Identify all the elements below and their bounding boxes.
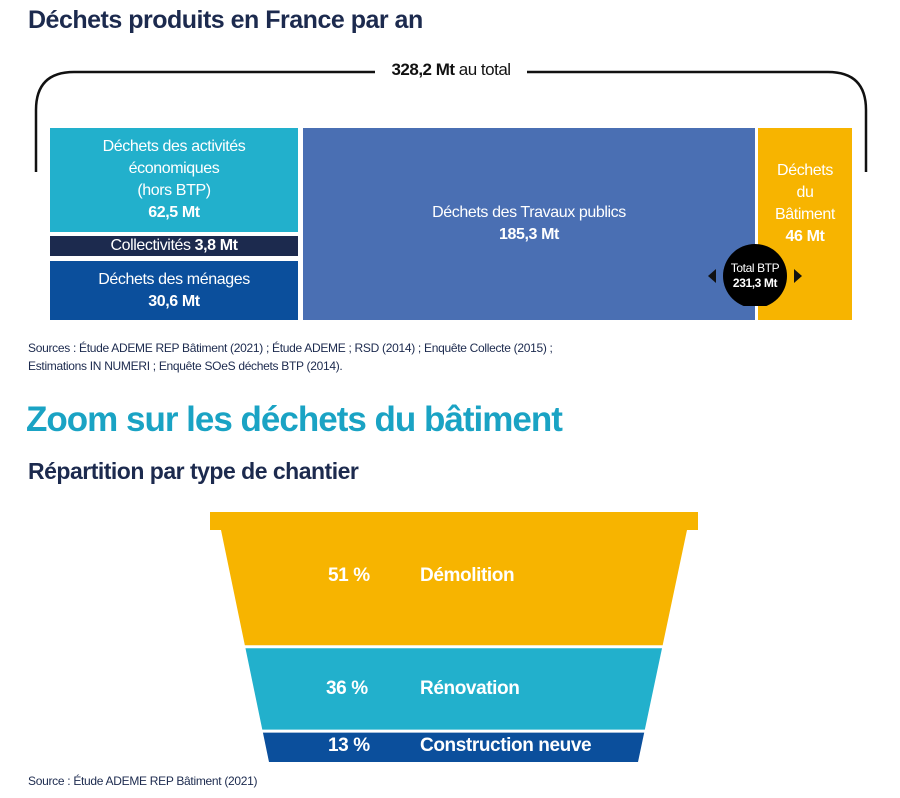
label-renovation: Rénovation xyxy=(420,678,520,699)
block-label: Bâtiment xyxy=(775,206,835,223)
brace-line xyxy=(34,70,868,172)
block-value: 185,3 Mt xyxy=(499,226,559,243)
label-new-construction: Construction neuve xyxy=(420,735,592,756)
block-value: 3,8 Mt xyxy=(194,237,238,254)
total-label: 328,2 Mt au total xyxy=(375,60,527,80)
block-economic-activities: Déchets des activités économiques (hors … xyxy=(50,128,298,232)
total-value: 328,2 Mt xyxy=(391,60,455,79)
block-households: Déchets des ménages 30,6 Mt xyxy=(50,261,298,320)
arrow-right-icon xyxy=(794,269,802,283)
sources-line: Estimations IN NUMERI ; Enquête SOeS déc… xyxy=(28,359,343,373)
subtitle-by-site-type: Répartition par type de chantier xyxy=(28,458,359,484)
label-demolition: Démolition xyxy=(420,565,515,586)
block-label: (hors BTP) xyxy=(137,182,211,199)
block-public-works: Déchets des Travaux publics 185,3 Mt xyxy=(303,128,755,320)
total-btp-badge: Total BTP 231,3 Mt xyxy=(725,258,785,294)
title-waste-france: Déchets produits en France par an xyxy=(28,6,423,34)
value-demolition: 51 % xyxy=(328,565,370,586)
sources-line: Sources : Étude ADEME REP Bâtiment (2021… xyxy=(28,341,553,355)
funnel-band-rénovation xyxy=(245,648,663,730)
block-label: Déchets xyxy=(777,162,833,179)
block-value: 30,6 Mt xyxy=(148,292,200,310)
block-value: 62,5 Mt xyxy=(148,204,200,221)
block-label: du xyxy=(796,184,814,201)
funnel-band-construction-neuve xyxy=(262,732,645,762)
block-label: Déchets des activités xyxy=(102,138,246,155)
title-building-zoom: Zoom sur les déchets du bâtiment xyxy=(26,400,563,439)
funnel-rim xyxy=(210,512,698,530)
total-brace xyxy=(34,70,868,172)
arrow-left-icon xyxy=(708,269,716,283)
block-label: Déchets des ménages xyxy=(98,270,250,288)
block-label: Déchets des Travaux publics xyxy=(432,204,626,221)
block-label: Collectivités xyxy=(110,237,191,254)
badge-label: Total BTP xyxy=(730,261,780,275)
value-new-construction: 13 % xyxy=(328,735,370,756)
block-label: économiques xyxy=(128,160,220,177)
block-collectivities: Collectivités 3,8 Mt xyxy=(50,236,298,256)
total-btp-badge-shape xyxy=(708,244,802,306)
value-renovation: 36 % xyxy=(326,678,368,699)
total-suffix: au total xyxy=(458,60,511,79)
badge-value: 231,3 Mt xyxy=(732,276,778,290)
funnel-band-démolition xyxy=(221,530,687,646)
sources-2: Source : Étude ADEME REP Bâtiment (2021) xyxy=(28,774,258,788)
block-value: 46 Mt xyxy=(785,228,825,245)
sources-1: Sources : Étude ADEME REP Bâtiment (2021… xyxy=(28,339,553,375)
